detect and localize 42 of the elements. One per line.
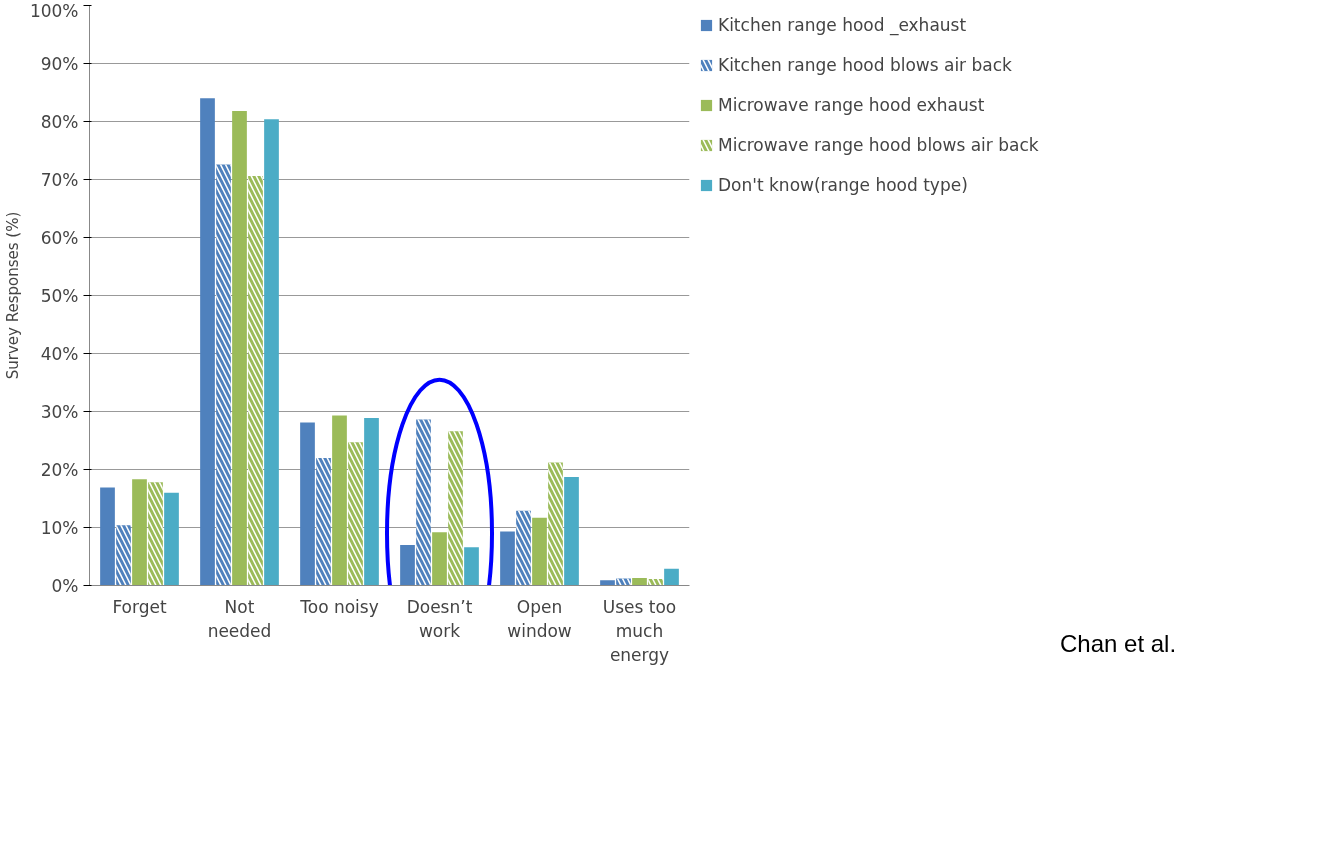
x-tick-label: Forget (112, 596, 167, 617)
y-tick-label: 30% (40, 401, 79, 422)
bar (600, 580, 615, 586)
bar (464, 547, 479, 586)
bar (364, 417, 379, 586)
y-tick-label: 100% (29, 0, 79, 21)
legend-label: Kitchen range hood _exhaust (718, 15, 967, 35)
bar (664, 568, 679, 586)
x-tick-label: Not needed (207, 596, 272, 641)
x-tick-label: Uses too much energy (602, 596, 677, 665)
bar (400, 544, 415, 586)
x-tick-label: Doesn’t work (406, 596, 473, 641)
bar (164, 492, 179, 586)
bar (264, 119, 279, 586)
bar (132, 479, 147, 586)
y-tick-label: 10% (40, 517, 79, 538)
bar (200, 98, 215, 586)
legend-label: Microwave range hood exhaust (718, 95, 985, 115)
y-tick-label: 20% (40, 459, 79, 480)
x-tick-label: Too noisy (299, 596, 379, 617)
legend-label: Kitchen range hood blows air back (718, 55, 1012, 75)
bar (500, 531, 515, 586)
y-tick-label: 0% (51, 575, 79, 596)
y-axis-title: Survey Responses (%) (3, 211, 22, 380)
bar (432, 532, 447, 586)
y-tick-label: 90% (40, 53, 79, 74)
y-tick-label: 40% (40, 343, 79, 364)
bar (100, 487, 115, 586)
bar (300, 422, 315, 586)
bar (232, 111, 247, 586)
bar (532, 517, 547, 586)
bar (332, 415, 347, 586)
y-tick-label: 60% (40, 227, 79, 248)
y-tick-label: 80% (40, 111, 79, 132)
text: Chan et al. (1060, 629, 1177, 659)
legend-label: Microwave range hood blows air back (718, 135, 1039, 155)
bar (632, 577, 647, 586)
y-tick-label: 50% (40, 285, 79, 306)
bar (564, 477, 579, 586)
legend-label: Don't know(range hood type) (718, 175, 968, 195)
x-tick-label: Open window (507, 596, 572, 641)
y-tick-label: 70% (40, 169, 79, 190)
